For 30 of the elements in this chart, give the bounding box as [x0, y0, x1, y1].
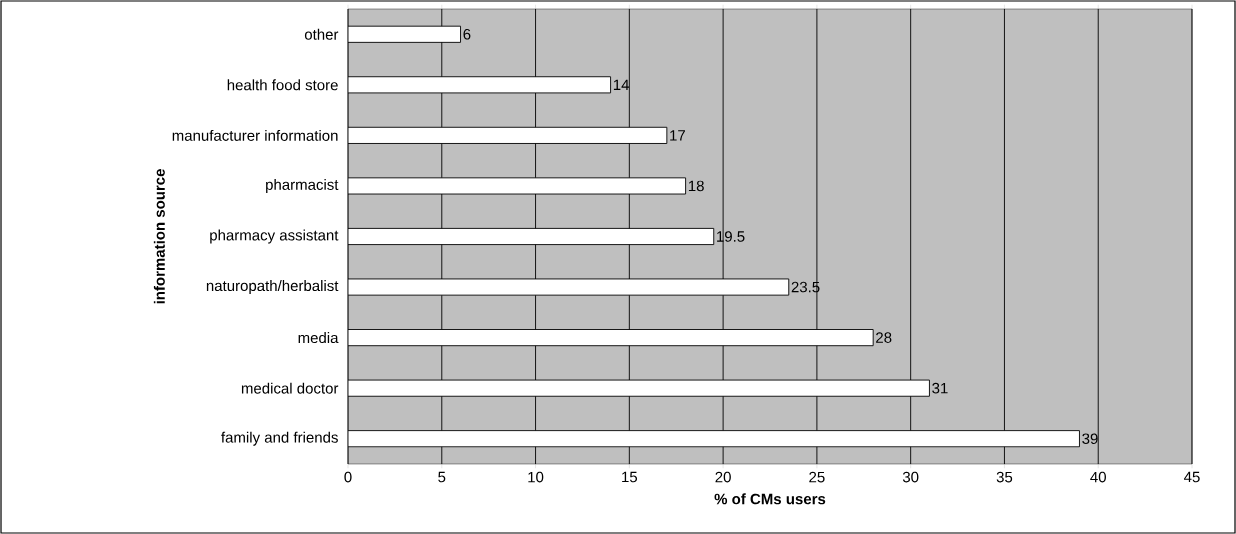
y-tick-label: media: [298, 332, 339, 344]
data-label: 19.5: [717, 231, 745, 242]
data-label: 31: [932, 382, 948, 394]
y-tick-label: other: [304, 28, 339, 40]
data-label: 18: [688, 180, 704, 192]
y-tick-label: manufacturer information: [172, 129, 338, 141]
y-axis-title: information source: [153, 169, 165, 304]
x-tick-label: 45: [1184, 471, 1200, 483]
data-label: 17: [670, 130, 685, 141]
x-tick-label: 5: [438, 471, 446, 483]
y-tick-label: pharmacy assistant: [210, 229, 339, 244]
y-tick-label: medical doctor: [241, 382, 339, 394]
data-label: 39: [1082, 433, 1098, 445]
y-tick-label: naturopath/herbalist: [206, 280, 339, 295]
data-label: 23.5: [791, 281, 820, 293]
x-tick-label: 20: [715, 471, 731, 483]
data-label: 6: [463, 28, 471, 40]
x-tick-label: 30: [902, 471, 919, 483]
x-tick-label: 35: [996, 471, 1013, 483]
x-tick-label: 40: [1090, 471, 1106, 483]
data-label: 14: [613, 79, 630, 90]
x-tick-label: 15: [622, 471, 638, 483]
x-tick-label: 0: [344, 471, 352, 483]
x-axis-title: % of CMs users: [714, 493, 826, 505]
data-label: 28: [876, 332, 892, 343]
y-tick-label: health food store: [227, 79, 338, 91]
x-tick-label: 25: [809, 471, 825, 483]
y-tick-label: family and friends: [221, 431, 338, 446]
y-tick-label: pharmacist: [266, 178, 339, 193]
x-tick-label: 10: [528, 471, 544, 483]
